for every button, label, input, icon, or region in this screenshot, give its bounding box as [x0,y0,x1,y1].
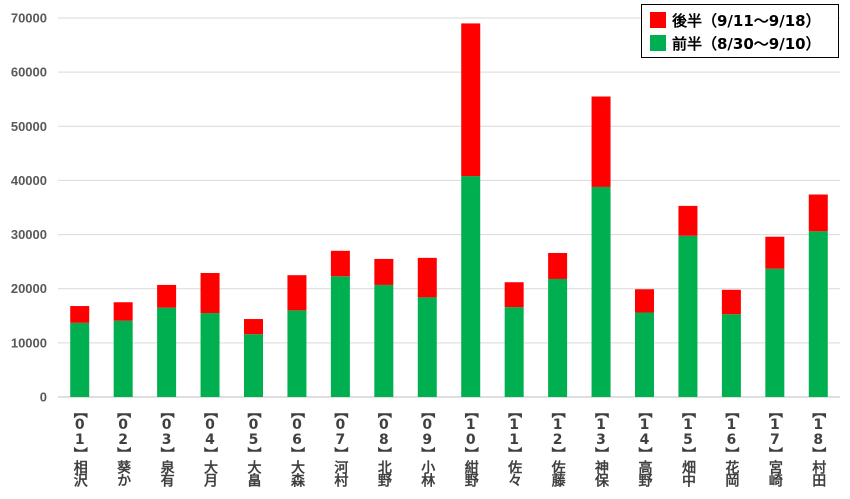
x-tick-label: 【01】相沢 [72,404,88,488]
x-tick-label: 【14】高野 [637,404,653,488]
bar-second-half [330,250,350,277]
y-axis: 0 10000 20000 30000 40000 50000 60000 70000 [11,11,47,405]
x-tick-label: 【08】北野 [376,404,392,488]
bar-second-half [635,289,654,313]
y-tick-label: 40000 [11,173,47,188]
x-tick-label: 【05】大畠 [246,404,262,487]
x-tick-label: 【07】河村 [332,404,348,488]
x-tick-label: 【04】大月 [202,404,219,488]
bar-first-half [330,276,350,397]
bar-second-half [765,236,785,269]
bar-first-half [287,310,307,397]
bar-first-half [721,314,741,397]
bar-second-half [721,289,741,315]
y-tick-label: 20000 [11,281,47,296]
x-tick-label: 【12】佐藤 [550,404,567,488]
bar-second-half [504,282,524,308]
bar-second-half [287,275,307,311]
x-tick-label: 【06】大森 [289,404,305,488]
bar-second-half [70,306,90,323]
y-tick-label: 60000 [11,65,47,80]
bar-second-half [591,96,611,187]
x-tick-label: 【09】小林 [419,404,435,488]
x-tick-label: 【13】神保 [593,404,610,488]
x-tick-label: 【10】紺野 [463,404,479,488]
legend-item-first-half: 前半（8/30～9/10） [650,33,821,53]
bar-second-half [374,258,394,285]
bar-first-half [417,297,437,397]
bar-second-half [461,23,481,177]
bar-first-half [591,186,611,397]
bar-second-half [678,205,698,236]
x-tick-label: 【02】葵か [115,404,132,487]
bar-first-half [113,320,133,397]
y-tick-label: 70000 [11,11,47,26]
bar-first-half [808,231,828,397]
legend-label-first-half: 前半（8/30～9/10） [672,34,821,53]
bar-first-half [70,322,90,397]
bar-first-half [504,307,524,397]
bar-second-half [244,319,263,335]
gridlines [58,17,840,398]
bar-first-half [461,176,481,397]
x-tick-label: 【18】村田 [810,404,826,488]
x-tick-label: 【03】泉有 [159,404,175,488]
legend-item-second-half: 後半（9/11～9/18） [650,10,821,30]
bar-second-half [808,194,828,232]
x-tick-label: 【11】佐々 [506,404,523,487]
legend-swatch-first-half [650,35,666,51]
bar-first-half [765,268,785,397]
bar-first-half [635,312,654,397]
bar-first-half [200,313,220,397]
bar-first-half [157,307,177,397]
legend-swatch-second-half [650,12,666,28]
x-tick-label: 【15】畑中 [680,404,697,488]
bar-first-half [678,235,698,397]
x-axis: 【01】相沢 【02】葵か 【03】泉有 【04】大月 【05】大畠 【06】大森 【07】… [72,404,827,488]
bar-first-half [244,334,263,397]
bar-second-half [157,284,177,308]
y-tick-label: 0 [40,390,47,405]
y-tick-label: 10000 [11,335,47,350]
bar-second-half [200,273,220,314]
legend-label-second-half: 後半（9/11～9/18） [672,11,821,30]
x-tick-label: 【16】花岡 [723,404,739,488]
bar-second-half [417,257,437,298]
bars [70,23,828,397]
y-tick-label: 30000 [11,227,47,242]
bar-second-half [548,252,568,279]
y-tick-label: 50000 [11,119,47,134]
legend: 後半（9/11～9/18） 前半（8/30～9/10） [641,4,839,58]
bar-second-half [113,302,133,321]
bar-first-half [548,278,568,397]
x-tick-label: 【17】宮崎 [767,404,783,488]
bar-first-half [374,284,394,397]
